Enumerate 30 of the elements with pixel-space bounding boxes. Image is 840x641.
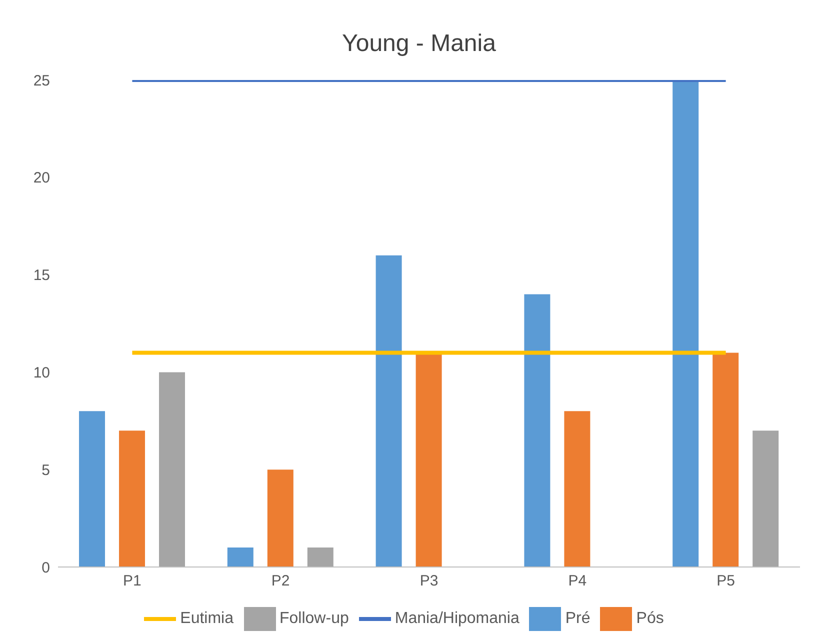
- x-tick-label: P2: [271, 572, 290, 590]
- x-tick-label: P1: [123, 572, 142, 590]
- bar: [307, 548, 334, 567]
- x-tick-label: P4: [568, 572, 587, 590]
- bar: [416, 352, 442, 567]
- legend-label: Pós: [636, 610, 664, 628]
- bar: [119, 430, 145, 567]
- y-tick-label: 5: [42, 462, 50, 479]
- bar: [376, 255, 402, 567]
- legend-label: Mania/Hipomania: [394, 610, 520, 628]
- y-tick-label: 20: [33, 170, 50, 187]
- legend-label: Pré: [565, 610, 590, 628]
- y-tick-label: 25: [33, 72, 50, 90]
- bar: [564, 411, 590, 567]
- legend-label: Follow-up: [280, 610, 349, 628]
- y-tick-label: 10: [33, 364, 50, 382]
- bar: [672, 80, 699, 567]
- y-tick-label: 15: [33, 267, 50, 284]
- x-tick-label: P3: [420, 572, 438, 590]
- chart-title: Young - Mania: [341, 29, 497, 59]
- bar: [79, 411, 105, 567]
- x-tick-label: P5: [716, 572, 735, 590]
- bar: [712, 352, 739, 567]
- bar: [524, 294, 550, 567]
- bar: [267, 470, 294, 567]
- bar: [752, 430, 779, 567]
- bar: [159, 372, 185, 567]
- legend-label: Eutimia: [180, 610, 234, 628]
- bar: [227, 548, 254, 567]
- y-tick-label: 0: [42, 559, 50, 576]
